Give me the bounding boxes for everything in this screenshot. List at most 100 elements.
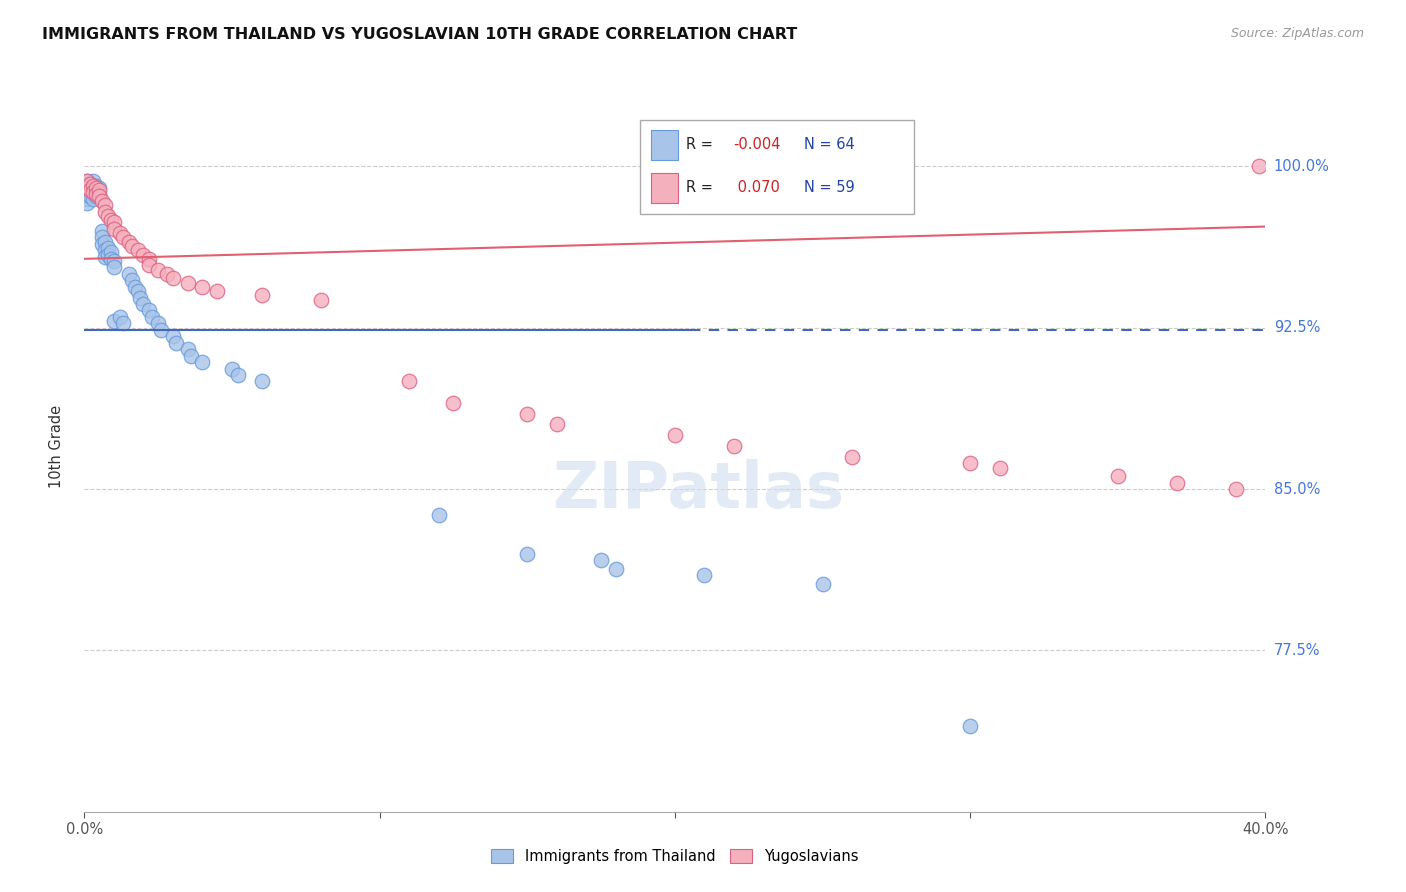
Point xyxy=(94,198,117,212)
Point xyxy=(103,314,125,328)
Point xyxy=(959,719,981,733)
Point xyxy=(84,187,107,202)
Point xyxy=(97,247,120,261)
Point xyxy=(138,252,160,266)
Point xyxy=(76,177,98,191)
Point xyxy=(100,252,122,266)
Point xyxy=(148,317,170,331)
Text: 100.0%: 100.0% xyxy=(1274,159,1330,174)
Point xyxy=(108,226,131,240)
Point xyxy=(180,349,202,363)
Point xyxy=(226,368,249,382)
Point xyxy=(591,553,613,567)
Point xyxy=(124,280,146,294)
Point xyxy=(221,361,243,376)
Point xyxy=(516,547,538,561)
Point xyxy=(103,215,125,229)
Point xyxy=(309,293,332,307)
Point xyxy=(91,236,114,251)
Text: R =: R = xyxy=(686,137,718,153)
Point xyxy=(108,310,131,324)
Point xyxy=(97,209,120,223)
Point xyxy=(76,181,98,195)
Point xyxy=(82,178,104,193)
Text: 92.5%: 92.5% xyxy=(1274,320,1320,335)
Text: 85.0%: 85.0% xyxy=(1274,482,1320,497)
Point xyxy=(693,568,716,582)
Point xyxy=(82,183,104,197)
Point xyxy=(988,460,1011,475)
Point xyxy=(723,439,745,453)
Point xyxy=(177,342,200,356)
Point xyxy=(443,396,465,410)
Point xyxy=(148,262,170,277)
Point xyxy=(132,297,155,311)
Bar xyxy=(651,129,678,160)
Point xyxy=(1166,475,1188,490)
Y-axis label: 10th Grade: 10th Grade xyxy=(49,404,63,488)
Point xyxy=(103,254,125,268)
Point xyxy=(94,244,117,258)
Point xyxy=(516,407,538,421)
Point xyxy=(84,181,107,195)
Point xyxy=(141,310,163,324)
Point xyxy=(91,230,114,244)
Point xyxy=(811,576,834,591)
Point xyxy=(91,224,114,238)
Point xyxy=(94,204,117,219)
Bar xyxy=(651,173,678,202)
Text: 77.5%: 77.5% xyxy=(1274,643,1320,658)
Point xyxy=(127,284,149,298)
Point xyxy=(150,323,173,337)
Point xyxy=(79,183,101,197)
Point xyxy=(100,213,122,227)
Point xyxy=(546,417,568,432)
Point xyxy=(162,329,184,343)
Point xyxy=(191,355,214,369)
Point xyxy=(84,178,107,193)
Text: N = 64: N = 64 xyxy=(804,137,855,153)
Text: -0.004: -0.004 xyxy=(733,137,780,153)
Point xyxy=(138,303,160,318)
Point xyxy=(103,260,125,275)
Point xyxy=(427,508,450,522)
Point xyxy=(127,244,149,258)
Point xyxy=(87,187,111,202)
Point xyxy=(191,280,214,294)
Point xyxy=(250,288,273,302)
Point xyxy=(76,174,98,188)
Text: IMMIGRANTS FROM THAILAND VS YUGOSLAVIAN 10TH GRADE CORRELATION CHART: IMMIGRANTS FROM THAILAND VS YUGOSLAVIAN … xyxy=(42,27,797,42)
Point xyxy=(76,174,98,188)
Point xyxy=(84,185,107,199)
Point xyxy=(250,375,273,389)
Point xyxy=(841,450,863,464)
Point xyxy=(79,185,101,199)
Point xyxy=(94,250,117,264)
Point xyxy=(103,221,125,235)
Point xyxy=(664,428,686,442)
Text: R =: R = xyxy=(686,180,718,195)
Point xyxy=(129,291,152,305)
Point xyxy=(1107,469,1129,483)
Point xyxy=(121,239,143,253)
Point xyxy=(132,247,155,261)
Point xyxy=(605,561,627,575)
Point xyxy=(87,183,111,197)
Point xyxy=(79,181,101,195)
Point xyxy=(138,258,160,272)
Point xyxy=(94,235,117,249)
Point xyxy=(1249,159,1271,173)
Text: 0.070: 0.070 xyxy=(733,180,780,195)
Point xyxy=(82,192,104,206)
Point xyxy=(165,335,187,350)
Point xyxy=(79,189,101,203)
Point xyxy=(118,267,141,281)
Point xyxy=(398,375,420,389)
Point xyxy=(82,174,104,188)
Point xyxy=(76,195,98,210)
Point xyxy=(959,456,981,470)
Point xyxy=(156,267,179,281)
Point xyxy=(100,245,122,260)
Text: N = 59: N = 59 xyxy=(804,180,855,195)
Point xyxy=(118,235,141,249)
